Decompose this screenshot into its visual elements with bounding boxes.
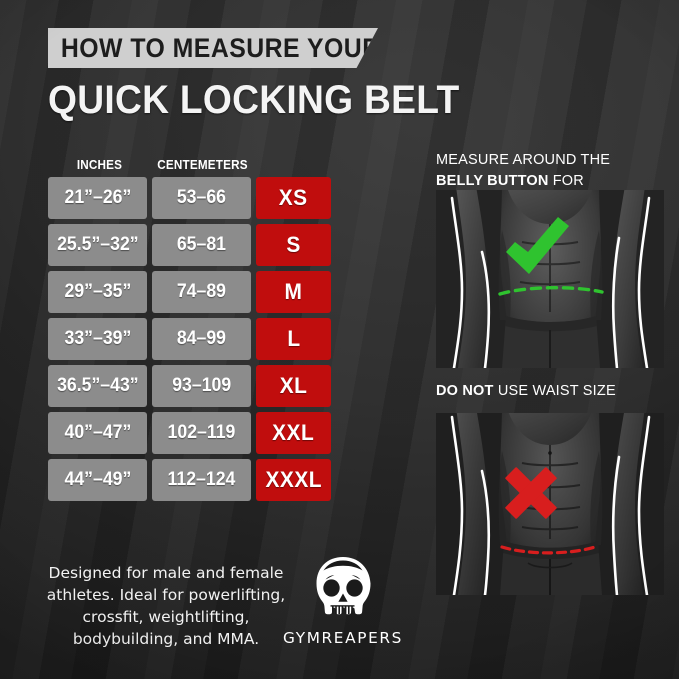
cell-size: S bbox=[256, 224, 331, 266]
cell-inches: 40”–47” bbox=[48, 412, 147, 454]
column-header-centimeters: CENTEMETERS bbox=[157, 157, 248, 172]
cell-size: XL bbox=[256, 365, 331, 407]
brand-logo: GYMREAPERS bbox=[268, 556, 418, 647]
table-row: 29”–35” 74–89 M bbox=[48, 271, 331, 313]
column-header-inches: INCHES bbox=[76, 157, 123, 172]
skull-icon bbox=[316, 557, 371, 615]
cell-size: M bbox=[256, 271, 331, 313]
brand-wordmark: GYMREAPERS bbox=[283, 629, 403, 647]
cell-size: XXXL bbox=[256, 459, 331, 501]
instruction-correct-prefix: MEASURE AROUND THE bbox=[436, 152, 611, 168]
check-mark-icon bbox=[506, 217, 569, 274]
cell-centimeters: 84–99 bbox=[152, 318, 251, 360]
cell-centimeters: 74–89 bbox=[152, 271, 251, 313]
cross-mark-icon bbox=[505, 467, 557, 519]
table-row: 44”–49” 112–124 XXXL bbox=[48, 459, 331, 501]
cell-size: L bbox=[256, 318, 331, 360]
table-row: 36.5”–43” 93–109 XL bbox=[48, 365, 331, 407]
cell-size: XXL bbox=[256, 412, 331, 454]
table-body: 21”–26” 53–66 XS 25.5”–32” 65–81 S 29”–35” 74–8… bbox=[48, 177, 331, 501]
cell-inches: 21”–26” bbox=[48, 177, 147, 219]
cell-size: XS bbox=[256, 177, 331, 219]
title-banner: HOW TO MEASURE YOUR bbox=[48, 28, 378, 68]
cell-inches: 25.5”–32” bbox=[48, 224, 147, 266]
cell-centimeters: 53–66 bbox=[152, 177, 251, 219]
measure-line-correct bbox=[498, 286, 604, 296]
size-chart-table: INCHES CENTEMETERS 21”–26” 53–66 XS 25.5”–3… bbox=[48, 152, 331, 501]
torso-illustration-incorrect bbox=[436, 413, 664, 595]
cell-centimeters: 93–109 bbox=[152, 365, 251, 407]
cell-inches: 44”–49” bbox=[48, 459, 147, 501]
instruction-incorrect-suffix: USE WAIST SIZE bbox=[493, 383, 616, 399]
banner-title-text: HOW TO MEASURE YOUR bbox=[60, 32, 381, 63]
cell-centimeters: 65–81 bbox=[152, 224, 251, 266]
figure-correct-measurement bbox=[436, 190, 664, 368]
table-row: 25.5”–32” 65–81 S bbox=[48, 224, 331, 266]
cell-inches: 36.5”–43” bbox=[48, 365, 147, 407]
cell-centimeters: 102–119 bbox=[152, 412, 251, 454]
cell-centimeters: 112–124 bbox=[152, 459, 251, 501]
instruction-incorrect: DO NOT USE WAIST SIZE bbox=[436, 381, 656, 402]
instruction-incorrect-emphasis: DO NOT bbox=[436, 383, 494, 399]
cell-inches: 29”–35” bbox=[48, 271, 147, 313]
figure-incorrect-measurement bbox=[436, 413, 664, 595]
measure-line-incorrect bbox=[500, 544, 600, 555]
table-row: 21”–26” 53–66 XS bbox=[48, 177, 331, 219]
table-row: 33”–39” 84–99 L bbox=[48, 318, 331, 360]
page-title: QUICK LOCKING BELT bbox=[48, 78, 460, 122]
footer-note: Designed for male and female athletes. I… bbox=[46, 564, 286, 648]
table-header-row: INCHES CENTEMETERS bbox=[48, 152, 331, 172]
instruction-correct-emphasis: BELLY BUTTON bbox=[436, 172, 549, 189]
cell-inches: 33”–39” bbox=[48, 318, 147, 360]
torso-illustration-correct bbox=[436, 190, 664, 368]
table-row: 40”–47” 102–119 XXL bbox=[48, 412, 331, 454]
